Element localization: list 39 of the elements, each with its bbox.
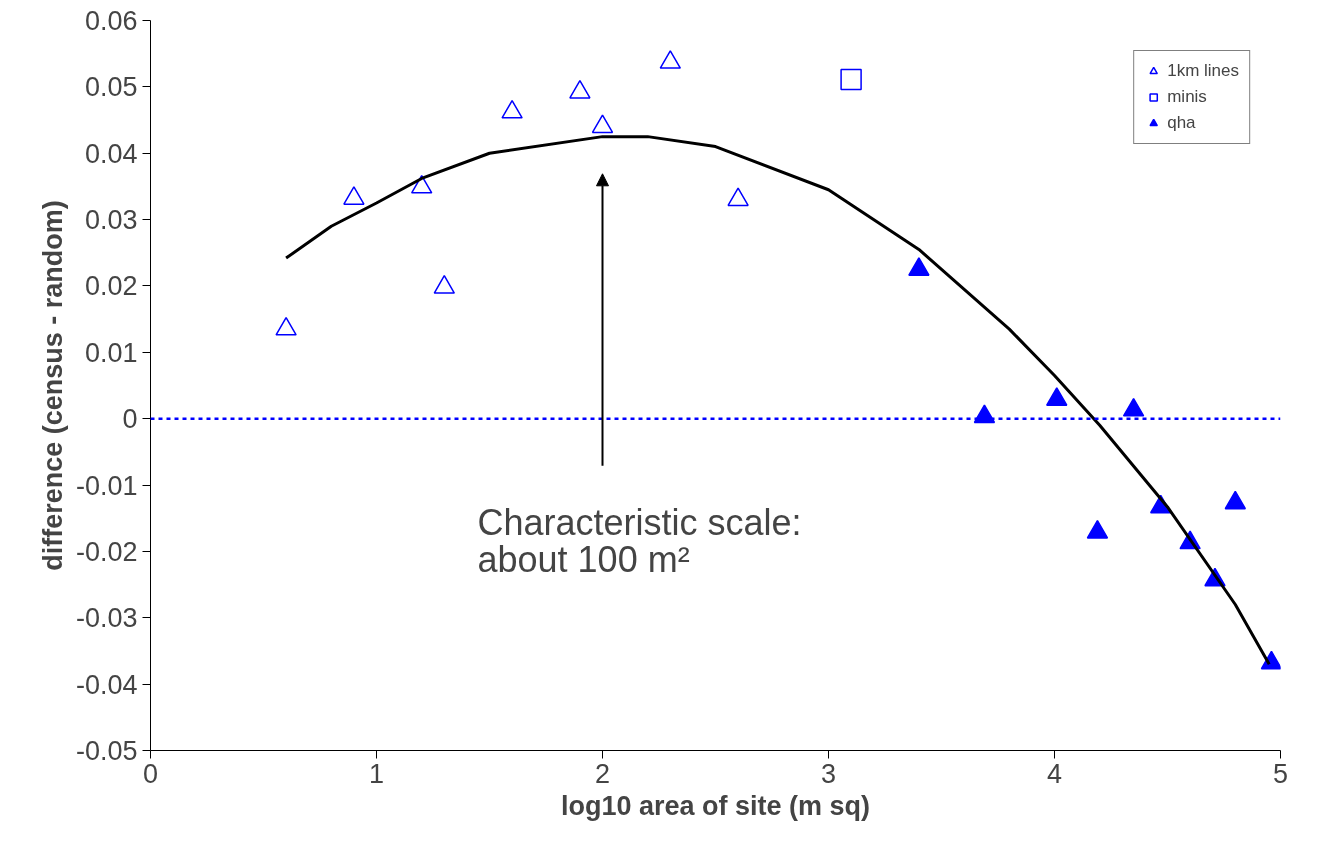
y-tick-label: -0.05 xyxy=(75,736,138,766)
x-axis-title: log10 area of site (m sq) xyxy=(560,790,871,821)
point xyxy=(591,114,614,134)
y-tick-label: -0.01 xyxy=(75,470,138,501)
y-tick-label: 0 xyxy=(122,404,138,435)
point xyxy=(1046,387,1068,406)
annotation: Characteristic scale: about 100 m² xyxy=(477,502,802,580)
x-tick-label: 3 xyxy=(820,758,837,789)
point xyxy=(1260,650,1281,670)
x-tick-label: 4 xyxy=(1046,758,1063,789)
point xyxy=(1086,519,1109,539)
point xyxy=(1122,397,1145,417)
point xyxy=(659,50,682,69)
y-tick-label: 0.03 xyxy=(84,205,138,236)
legend-label: 1km lines xyxy=(1167,61,1239,81)
y-tick-label: 0.04 xyxy=(84,138,138,169)
y-tick-label: 0.06 xyxy=(84,6,138,36)
legend-label: minis xyxy=(1167,87,1207,107)
point xyxy=(501,99,523,119)
point xyxy=(1224,490,1247,510)
y-tick-label: -0.02 xyxy=(75,536,138,567)
x-tick-label: 0 xyxy=(142,758,159,789)
y-axis-title: difference (census - random) xyxy=(37,200,68,571)
point xyxy=(433,274,456,294)
point xyxy=(727,187,749,207)
x-tick-label: 1 xyxy=(368,758,385,789)
point xyxy=(569,79,591,99)
point xyxy=(343,186,365,205)
x-tick-label: 2 xyxy=(594,758,611,789)
point xyxy=(275,316,297,336)
y-tick-label: 0.01 xyxy=(84,337,138,368)
y-tick-label: 0.05 xyxy=(84,72,138,103)
y-tick-label: -0.04 xyxy=(75,669,138,700)
x-tick-label: 5 xyxy=(1272,758,1289,789)
y-tick-label: 0.02 xyxy=(84,271,138,302)
y-tick-label: -0.03 xyxy=(75,603,138,634)
point xyxy=(410,174,433,194)
point xyxy=(908,257,930,276)
legend-label: qha xyxy=(1167,113,1196,133)
